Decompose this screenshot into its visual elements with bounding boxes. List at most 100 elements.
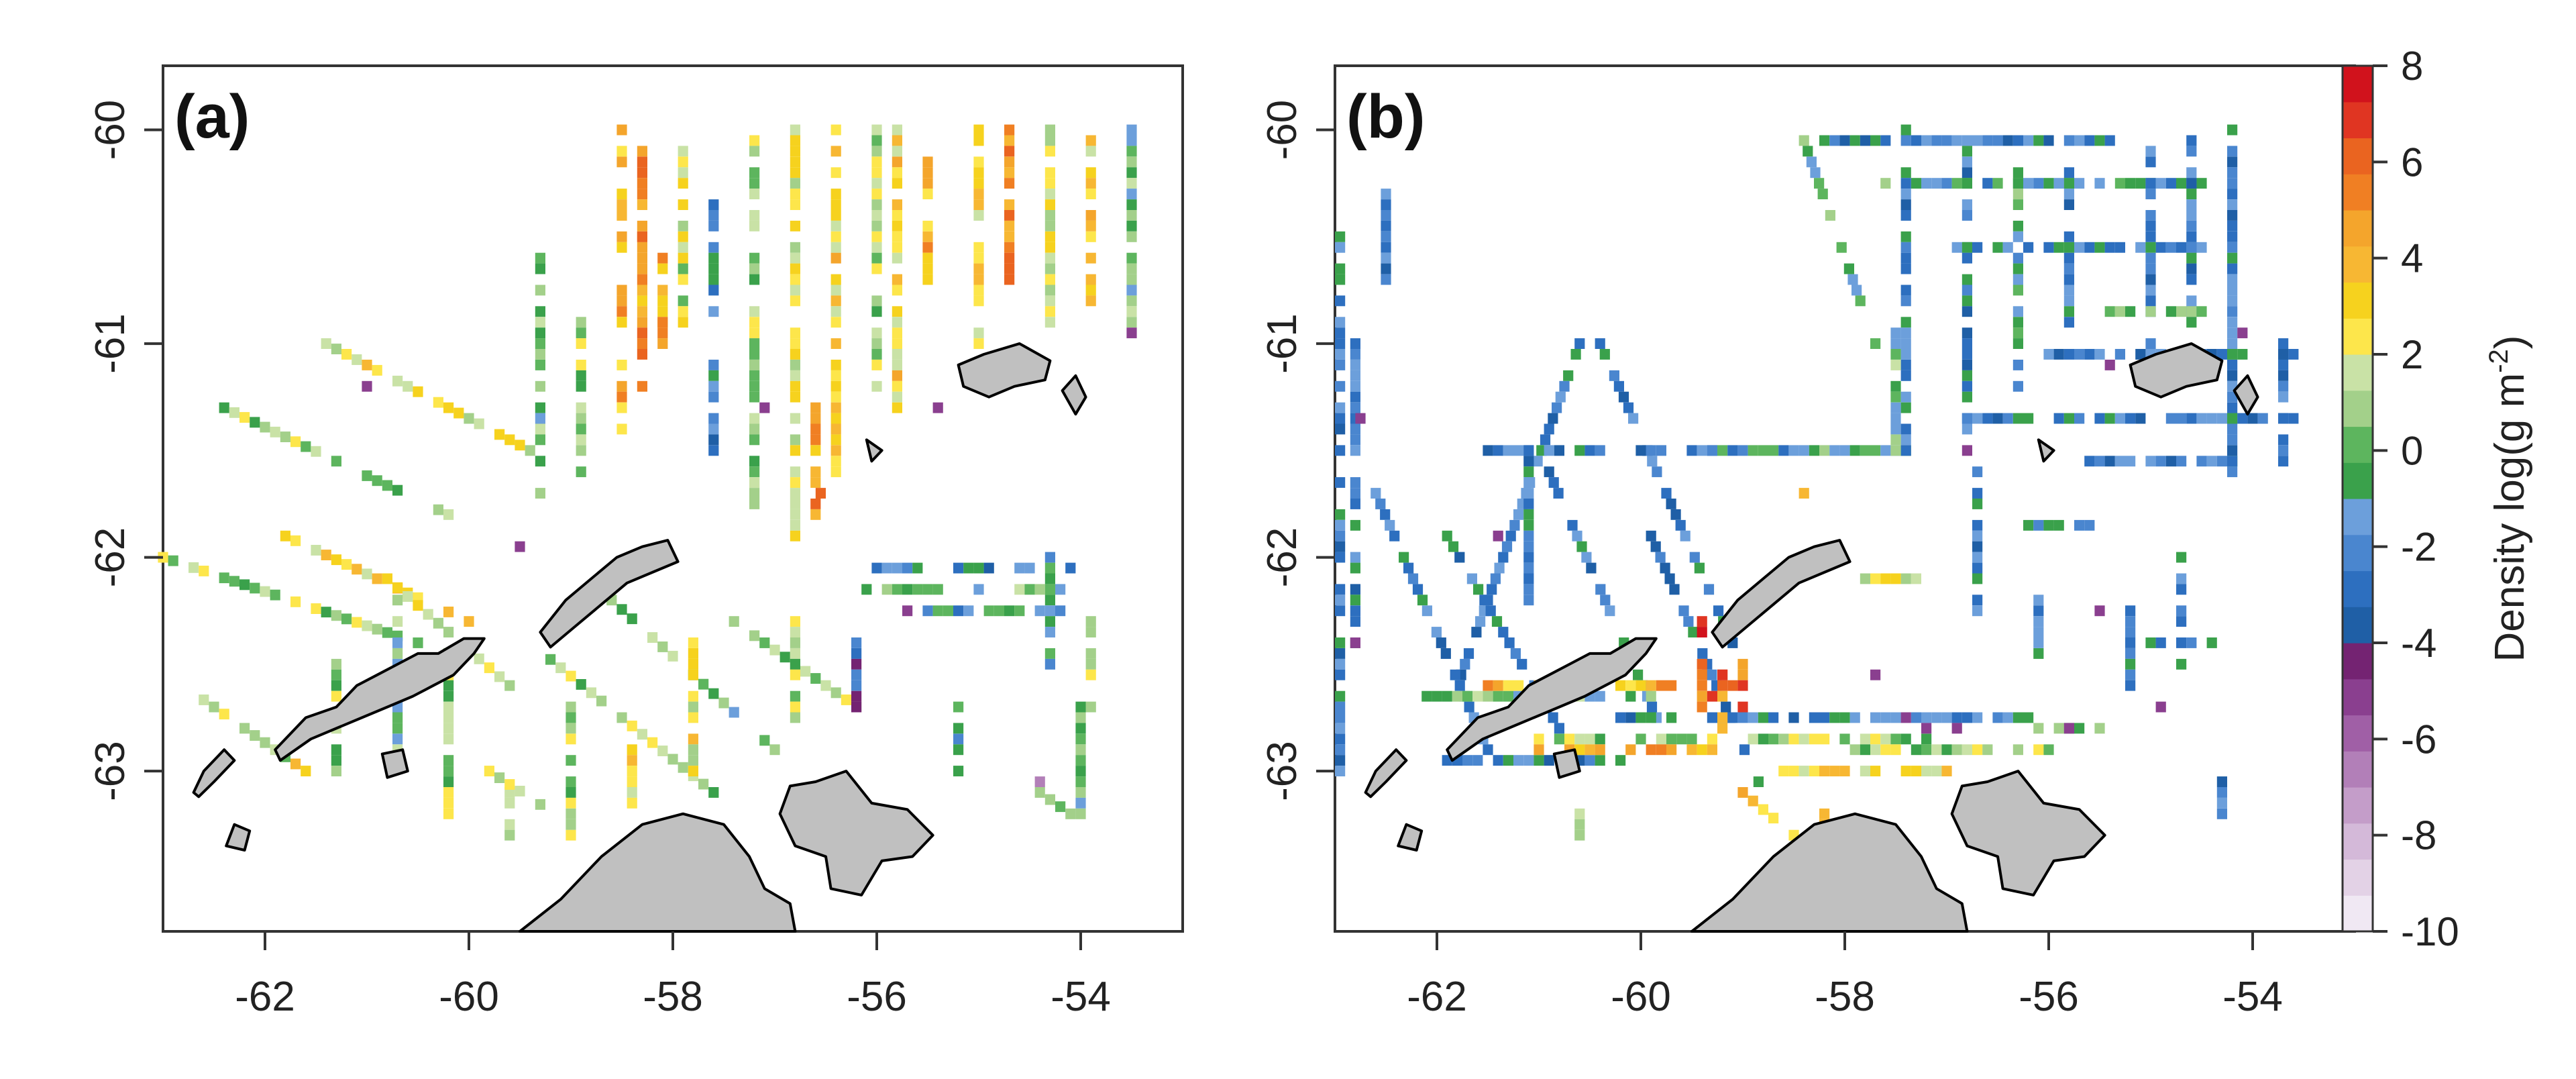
panel-b-cell <box>2227 295 2238 307</box>
panel-b-cell <box>1335 766 1346 776</box>
panel-a-cell <box>1044 552 1055 563</box>
panel-b-cell <box>1900 189 1911 199</box>
panel-a-cell <box>576 380 586 392</box>
panel-b-landmass <box>1364 748 1408 799</box>
panel-a-landmass <box>274 637 486 762</box>
panel-a-cell <box>239 579 250 590</box>
panel-a-cell <box>708 413 719 424</box>
panel-a-cell <box>1085 146 1096 157</box>
panel-b-cell <box>1335 242 1346 253</box>
panel-b-cell <box>1911 766 1921 776</box>
panel-a-cell <box>851 648 862 659</box>
panel-b-cell <box>1523 519 1534 531</box>
panel-b-cell <box>2033 616 2044 627</box>
panel-b-cell <box>1860 445 1870 456</box>
panel-b-cell <box>2074 723 2085 734</box>
panel-a-cell <box>708 370 719 381</box>
panel-b-cell <box>1697 744 1707 756</box>
panel-b-cell <box>1809 733 1819 745</box>
panel-b-cell <box>1656 733 1666 745</box>
panel-b-cell <box>1625 744 1636 756</box>
panel-b-cell <box>1900 327 1911 339</box>
panel-b-cell <box>1660 562 1670 574</box>
panel-a-cell <box>392 616 403 627</box>
panel-a-cell <box>815 488 826 499</box>
panel-b-cell <box>1544 466 1554 478</box>
panel-b-cell <box>2135 242 2146 253</box>
panel-a-cell <box>810 499 821 509</box>
panel-a-cell <box>443 766 454 776</box>
panel-b-cell <box>2196 242 2207 253</box>
panel-b-cell <box>1615 680 1626 691</box>
panel-b-cell <box>1962 178 1972 189</box>
panel-a-cell <box>749 210 760 221</box>
panel-a-cell <box>892 231 902 242</box>
panel-b-cell <box>2043 242 2054 253</box>
panel-b-cell <box>2104 456 2115 467</box>
panel-b-cell <box>1900 712 1911 723</box>
panel-a-cell <box>1044 317 1055 328</box>
panel-b-cell <box>2196 178 2207 189</box>
panel-a-cell <box>932 584 943 595</box>
panel-b-cell <box>2012 220 2023 232</box>
panel-a-cell <box>688 648 698 659</box>
panel-a-cell <box>616 317 627 328</box>
panel-b-cell <box>1721 701 1731 713</box>
panel-a-cell <box>199 566 209 576</box>
panel-b-cell <box>2012 231 2023 242</box>
panel-a-cell <box>535 380 545 392</box>
panel-a-cell <box>790 477 800 488</box>
panel-b-cell <box>2227 231 2238 242</box>
panel-a-cell <box>566 808 576 819</box>
panel-b-cell <box>1788 445 1799 456</box>
panel-a-cell <box>830 285 841 296</box>
panel-a-cell <box>616 391 627 403</box>
panel-b-cell <box>1825 210 1835 221</box>
panel-b-cell <box>1921 712 1932 723</box>
panel-b-cell <box>1788 733 1799 745</box>
panel-a-cell <box>790 380 800 392</box>
panel-b-cell <box>1697 616 1707 627</box>
panel-b-cell <box>2084 456 2095 467</box>
panel-a-cell <box>627 613 637 625</box>
panel-a-cell <box>922 189 933 199</box>
panel-b-cell <box>1335 723 1346 734</box>
panel-a-cell <box>973 274 984 285</box>
panel-b-cell <box>1523 573 1534 584</box>
panel-b-cell <box>2114 349 2125 360</box>
panel-a-cell <box>790 252 800 264</box>
panel-b-cell <box>2216 456 2227 467</box>
panel-b-cell <box>1758 733 1768 745</box>
panel-a-cell <box>1085 285 1096 296</box>
panel-a-cell <box>239 723 250 734</box>
panel-a-cell <box>647 737 658 748</box>
panel-b-cell <box>1350 434 1360 446</box>
panel-b-cell <box>2033 595 2044 606</box>
panel-b-cell <box>2012 338 2023 349</box>
panel-b-cell <box>1635 733 1646 745</box>
panel-b-cell <box>1532 456 1543 467</box>
panel-a-cell <box>443 723 454 734</box>
panel-a-cell <box>392 484 403 496</box>
panel-a-cell <box>769 644 780 656</box>
panel-b-cell <box>1403 562 1414 574</box>
panel-a-cell <box>321 338 331 349</box>
panel-b-cell <box>1381 220 1391 232</box>
panel-a-cell <box>790 360 800 370</box>
panel-a-cell <box>1004 124 1015 136</box>
panel-b-cell <box>1462 755 1473 766</box>
panel-b-cell <box>1900 733 1911 745</box>
panel-a-cell <box>790 466 800 478</box>
panel-a-landmass <box>865 438 883 463</box>
panel-a-cell <box>851 637 862 648</box>
panel-b-cell <box>1635 680 1646 691</box>
panel-a-cell <box>301 441 311 452</box>
panel-b-cell <box>2033 178 2044 189</box>
panel-a-cell <box>1004 135 1015 146</box>
panel-a-cell <box>392 723 403 734</box>
panel-b-cell <box>1737 658 1748 670</box>
panel-b-cell <box>1697 701 1707 713</box>
panel-b-cell <box>1483 744 1493 756</box>
panel-b-cell <box>2227 434 2238 446</box>
panel-b-cell <box>1615 755 1626 766</box>
